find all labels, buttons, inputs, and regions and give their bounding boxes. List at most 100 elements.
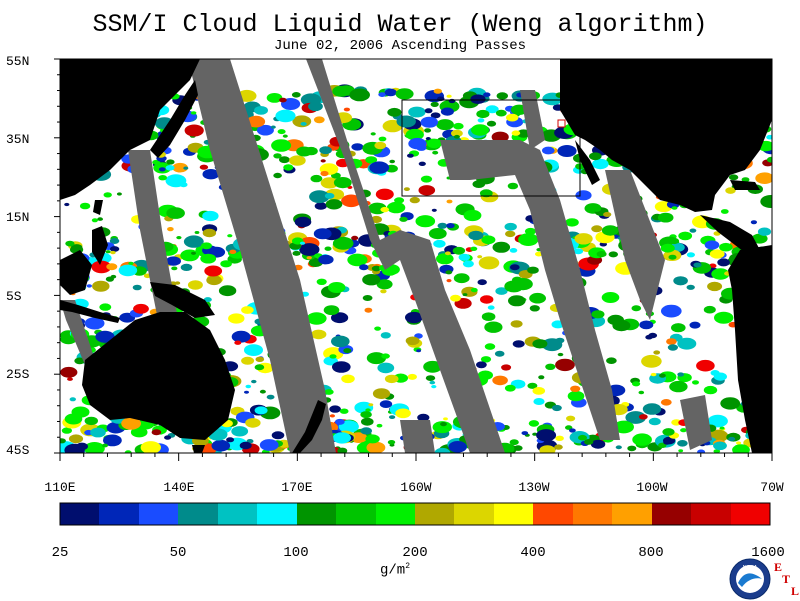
cloud-pixel <box>407 373 417 380</box>
cloud-pixel <box>273 172 282 179</box>
land-borneo <box>60 250 92 295</box>
cloud-pixel <box>299 243 320 256</box>
cloud-pixel <box>443 417 448 421</box>
cloud-pixel <box>364 307 373 313</box>
cloud-pixel <box>251 379 257 384</box>
cloud-pixel <box>661 304 682 318</box>
cloud-pixel <box>273 153 282 159</box>
cloud-pixel <box>324 192 335 199</box>
cloud-pixel <box>719 426 725 430</box>
cloud-pixel <box>84 317 105 330</box>
cloud-pixel <box>535 251 543 257</box>
cloud-pixel <box>591 205 602 212</box>
cloud-pixel <box>766 134 772 140</box>
cloud-pixel <box>436 119 454 131</box>
cloud-pixel <box>360 411 372 419</box>
cloud-pixel <box>416 349 421 353</box>
cloud-pixel <box>590 439 606 449</box>
cloud-pixel <box>109 238 120 244</box>
cloud-pixel <box>255 356 265 362</box>
site-marker <box>557 119 566 128</box>
land-south-america <box>728 245 772 453</box>
cloud-pixel <box>760 195 772 208</box>
cloud-pixel <box>203 297 212 303</box>
cloud-pixel <box>60 438 66 444</box>
cloud-pixel <box>434 447 451 453</box>
cloud-pixel <box>74 357 86 365</box>
cloud-pixel <box>420 175 433 183</box>
cloud-pixel <box>714 311 734 324</box>
colorbar-label-200: 200 <box>402 545 428 561</box>
cloud-pixel <box>505 230 516 238</box>
cloud-pixel <box>105 250 111 254</box>
region-box <box>401 99 581 197</box>
cloud-pixel <box>446 94 452 98</box>
cloud-pixel <box>266 394 275 400</box>
cloud-pixel <box>102 443 108 448</box>
cloud-pixel <box>666 338 677 345</box>
lat-label-5s: 5S <box>6 289 22 304</box>
nodata-swath-1 <box>128 150 180 360</box>
cloud-pixel <box>220 260 232 268</box>
cloud-pixel <box>606 357 617 365</box>
cloud-pixel <box>608 251 618 258</box>
cloud-pixel <box>470 94 486 104</box>
cloud-pixel <box>300 122 307 126</box>
cloud-pixel <box>757 227 772 236</box>
cloud-pixel <box>271 431 285 440</box>
cloud-pixel <box>325 199 343 210</box>
cloud-pixel <box>299 241 306 245</box>
cloud-pixel <box>728 436 736 442</box>
cloud-pixel <box>527 382 538 389</box>
cloud-pixel <box>211 439 231 452</box>
cloud-pixel <box>415 215 436 228</box>
cloud-pixel <box>381 353 390 359</box>
cloud-pixel <box>578 434 587 441</box>
cloud-pixel <box>69 397 77 402</box>
cloud-pixel <box>480 295 494 304</box>
cloud-pixel <box>244 390 249 394</box>
cloud-pixel <box>61 427 72 434</box>
cloud-pixel <box>409 196 420 204</box>
cloud-pixel <box>492 241 511 253</box>
cloud-pixel <box>306 256 312 260</box>
cloud-pixel <box>417 413 430 422</box>
cloud-pixel <box>671 206 678 210</box>
lat-label-35n: 35N <box>6 132 30 147</box>
cloud-pixel <box>166 159 175 165</box>
cloud-pixel <box>333 177 352 189</box>
cloud-pixel <box>79 202 91 210</box>
cloud-pixel <box>167 227 174 232</box>
cloud-pixel <box>492 375 508 386</box>
cloud-pixel <box>677 372 685 377</box>
cloud-pixel <box>202 169 220 180</box>
cloud-pixel <box>485 105 499 114</box>
cloud-pixel <box>332 85 350 97</box>
noaa-logo-text: NOAA <box>743 565 758 571</box>
cloud-pixel <box>717 258 730 267</box>
cloud-pixel <box>476 361 487 369</box>
cloud-pixel <box>501 364 512 371</box>
cloud-pixel <box>713 449 721 453</box>
cloud-pixel <box>538 375 545 380</box>
cloud-pixel <box>477 370 493 380</box>
cloud-pixel <box>678 449 684 453</box>
cloud-pixel <box>254 406 268 415</box>
cloud-pixel <box>259 389 266 394</box>
cloud-pixel <box>510 264 520 271</box>
cloud-pixel <box>703 305 716 314</box>
cloud-pixel <box>451 129 463 138</box>
cloud-pixel <box>542 146 555 155</box>
cloud-pixel <box>711 268 730 280</box>
cloud-pixel <box>713 441 727 451</box>
cloud-pixel <box>613 420 634 434</box>
cloud-pixel <box>171 266 178 271</box>
cloud-pixel <box>575 190 592 201</box>
cloud-pixel <box>663 439 671 445</box>
cloud-pixel <box>376 423 383 428</box>
cloud-pixel <box>720 209 729 214</box>
colorbar-label-800: 800 <box>638 545 664 561</box>
cloud-pixel <box>541 338 563 352</box>
cloud-pixel <box>627 445 637 452</box>
